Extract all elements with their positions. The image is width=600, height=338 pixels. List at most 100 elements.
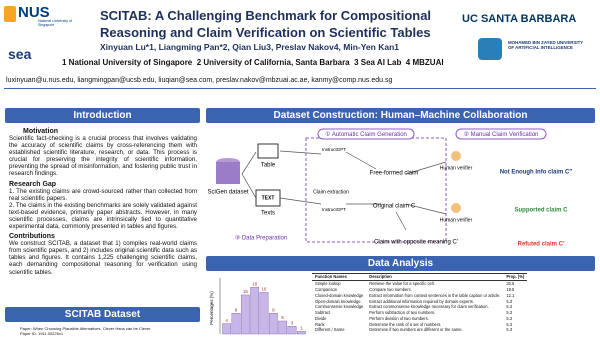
table-cell: Comparison	[315, 286, 338, 292]
table-cell: Determine the rank of a set of numbers.	[369, 321, 442, 327]
node-label: Refuted claim C′	[518, 242, 565, 248]
table-cell: Closed-domain knowledge	[315, 292, 364, 298]
table-cell: Extract additional information required …	[369, 298, 474, 304]
hist-bar	[268, 313, 278, 335]
bar-label: 3	[291, 320, 294, 325]
step-label: ② Manual Claim Verification	[464, 131, 539, 138]
hist-bar	[259, 292, 269, 335]
node-label: Claim with opposite meaning C′	[374, 240, 459, 246]
icon	[451, 203, 461, 213]
table-row: Different / Same Determine if two numbers…	[312, 327, 527, 333]
table-cell: Simple lookup	[315, 281, 341, 287]
table-cell: Retrieve the value for a specific cell.	[369, 281, 435, 287]
node-label: Human verifier	[440, 165, 473, 171]
table-cell: 5.3	[506, 321, 513, 327]
hist-bar	[240, 294, 250, 335]
section-heading: Dataset Construction: Human–Machine Coll…	[206, 108, 595, 123]
table-row: Rank Determine the rank of a set of numbe…	[312, 321, 527, 327]
table-cell: Compare two numbers.	[369, 286, 412, 292]
table-cell: Open-domain knowledge	[315, 298, 361, 304]
hist-bar	[222, 323, 232, 335]
table-row: Open-domain knowledge Extract additional …	[312, 298, 527, 304]
table-cell: Determine if two numbers are different o…	[369, 327, 463, 333]
node-label: InstructGPT	[322, 207, 346, 212]
logo-text: UC SANTA BARBARA	[462, 13, 577, 25]
table-row: Simple lookup Retrieve the value for a sp…	[312, 280, 527, 286]
logo-text: sea	[8, 46, 32, 62]
subheading: Motivation	[23, 128, 58, 135]
hist-bar	[287, 326, 297, 335]
table-row: Comparison Compare two numbers. 19.5	[312, 287, 527, 293]
icon	[257, 143, 279, 159]
bar-label: 5	[281, 315, 284, 320]
function-table: Function Names Description Prop. (%) Simple…	[312, 273, 528, 333]
divider	[4, 88, 596, 89]
logo-text: National University of Singapore	[38, 19, 72, 27]
node-label: Not Enough Info claim C″	[500, 170, 573, 176]
table-cell: Rank	[315, 321, 325, 327]
table-cell: Extract information from context sentenc…	[369, 292, 501, 298]
table-cell: Extract commonsense knowledge necessary …	[369, 304, 489, 310]
table-row: Divide Perform division of two numbers. 5.…	[312, 315, 527, 321]
header-row: Function Names Description Prop. (%)	[312, 273, 528, 281]
table-cell: Commonsense knowledge	[315, 304, 364, 310]
logo-text: NUS	[18, 4, 50, 21]
step-label: ③ Data Preparation	[235, 235, 287, 242]
table-cell: Perform division of two numbers.	[369, 315, 429, 321]
y-axis-label: Percentages (%)	[209, 291, 214, 325]
table-cell: 5.3	[506, 298, 513, 304]
step-pill	[317, 128, 415, 140]
hist-bar	[231, 313, 241, 335]
subheading: Contributions	[9, 233, 55, 241]
title-line: SCITAB: A Challenging Benchmark for Comp…	[100, 8, 432, 23]
dataset-sample: Paper: When Choosing Plausible Alternati…	[20, 326, 151, 336]
table-cell: Subtract	[315, 310, 331, 316]
node-label: Claim extraction	[313, 189, 349, 195]
node-label: SciGen dataset	[207, 190, 248, 196]
paragraph: 2. The claims in the existing benchmarks…	[9, 201, 198, 231]
bar-label: 1	[300, 326, 303, 331]
arrows	[241, 150, 447, 231]
authors: Xinyuan Lu*1, Liangming Pan*2, Qian Liu3…	[100, 42, 399, 52]
subheading: Research Gap	[9, 180, 57, 188]
node-label: InstructGPT	[322, 147, 346, 152]
table-cell: 5.3	[506, 304, 513, 310]
paragraph: 1. The existing claims are crowd-sourced…	[9, 187, 197, 202]
sample-line: Paper ID: 1911.00225v1	[20, 331, 64, 336]
table-row: Subtract Perform subtraction of two numbe…	[312, 310, 527, 316]
icon	[216, 162, 240, 184]
section-heading: Introduction	[5, 108, 200, 123]
affiliations: 1 National University of Singapore 2 Uni…	[62, 58, 444, 67]
table-cell: 20.6	[506, 281, 515, 287]
paragraph: We construct SCITAB, a dataset that 1) c…	[9, 240, 197, 276]
node-label: Table	[261, 163, 276, 169]
hist-bar	[250, 286, 260, 335]
table-cell: Perform subtraction of two numbers.	[369, 310, 436, 316]
logo-mark	[478, 38, 502, 60]
section-heading: SCITAB Dataset	[5, 307, 200, 322]
construction-diagram: ① Automatic Claim Generation ② Manual Cl…	[207, 128, 573, 248]
intro-body: Motivation Scientific fact-checking is a…	[9, 128, 197, 276]
bar-label: 8	[235, 307, 238, 312]
node-label: TEXT	[262, 195, 275, 201]
table-cell: 5.3	[506, 315, 513, 321]
node-label: Human verifier	[440, 217, 473, 223]
column-header: Prop. (%)	[503, 273, 528, 281]
table-cell: Divide	[315, 315, 327, 321]
table-cell: Different / Same	[315, 327, 345, 333]
function-table-wrap: Function Names Description Prop. (%) Simple…	[312, 273, 596, 333]
step-pill	[455, 128, 547, 140]
logo-text: MOHAMED BIN ZAYED UNIVERSITY OF ARTIFICI…	[508, 40, 584, 50]
emails: luxinyuan@u.nus.edu, liangmingpan@ucsb.e…	[6, 77, 393, 84]
table-cell: 5.3	[506, 310, 513, 316]
table-cell: 12.1	[506, 292, 515, 298]
node-label: Supported claim C	[514, 208, 568, 214]
node-label: Texts	[261, 211, 275, 217]
paragraph: Scientific fact-checking is a crucial pr…	[9, 135, 197, 178]
table-row: Commonsense knowledge Extract commonsense…	[312, 304, 527, 310]
bar-label: 16	[261, 287, 267, 292]
hist-bar	[278, 320, 288, 335]
logo-crest	[4, 6, 16, 22]
